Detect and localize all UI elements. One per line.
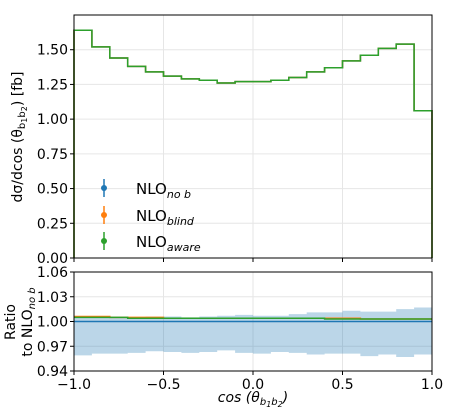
legend-label-nlo-no-b: NLOno b [136, 180, 191, 201]
ratio-y-tick-label: 1.06 [37, 265, 68, 281]
ratio-band-area [74, 307, 432, 357]
ratio-x-tick-label: 1.0 [421, 377, 443, 393]
ratio-uncertainty-band [74, 307, 432, 357]
ratio-series-2-line [74, 316, 432, 320]
legend-label-nlo-blind: NLOblind [136, 207, 195, 228]
ratio-x-tick-label: 0.0 [242, 377, 264, 393]
main-y-tick-label: 1.50 [37, 43, 68, 59]
ratio-y-tick-label: 0.94 [37, 364, 68, 380]
main-y-ticks: 0.00 0.25 0.50 0.75 1.00 1.25 1.50 [37, 43, 433, 267]
ratio-y-tick-label: 1.03 [37, 290, 68, 306]
legend-label-nlo-aware: NLOaware [136, 233, 201, 254]
ratio-x-tick-label: 0.5 [331, 377, 353, 393]
ratio-y-tick-label: 0.97 [37, 339, 68, 355]
main-y-tick-label: 0.75 [37, 147, 68, 163]
main-y-tick-label: 1.25 [37, 77, 68, 93]
legend-dot-nlo-blind [101, 212, 107, 218]
main-y-axis-label: dσ/dcos (θb1b2) [fb] [10, 72, 29, 203]
x-axis-label: cos (θb1b2) [218, 390, 288, 409]
main-panel: 0.00 0.25 0.50 0.75 1.00 1.25 1.50 NLOno b NLO… [10, 14, 433, 267]
main-y-tick-label: 0.50 [37, 182, 68, 198]
ratio-y-axis-label-line2: to NLOno b [20, 287, 38, 356]
ratio-x-tick-label: −0.5 [147, 377, 181, 393]
legend-dot-nlo-aware [101, 238, 107, 244]
main-y-tick-label: 0.00 [37, 251, 68, 267]
ratio-x-ticks: −1.0 −0.5 0.0 0.5 1.0 [57, 371, 443, 393]
legend: NLOno b NLOblind NLOaware [101, 179, 201, 254]
ratio-y-tick-label: 1.00 [37, 315, 68, 331]
main-y-tick-label: 0.25 [37, 216, 68, 232]
main-series-2-line [73, 29, 433, 258]
ratio-y-ticks: 0.94 0.97 1.00 1.03 1.06 [37, 265, 74, 380]
ratio-series-lines [74, 315, 432, 323]
legend-entry-nlo-aware: NLOaware [101, 232, 201, 254]
legend-dot-nlo-no-b [101, 185, 107, 191]
legend-entry-nlo-blind: NLOblind [101, 206, 195, 228]
ratio-y-axis-label-line1: Ratio [3, 304, 19, 340]
ratio-panel: 0.94 0.97 1.00 1.03 1.06 −1.0 −0.5 0.0 0.5 1.0 R… [3, 265, 443, 409]
legend-entry-nlo-no-b: NLOno b [101, 179, 191, 201]
main-series-lines [73, 29, 433, 258]
main-y-tick-label: 1.00 [37, 112, 68, 128]
ratio-x-tick-label: −1.0 [57, 377, 91, 393]
